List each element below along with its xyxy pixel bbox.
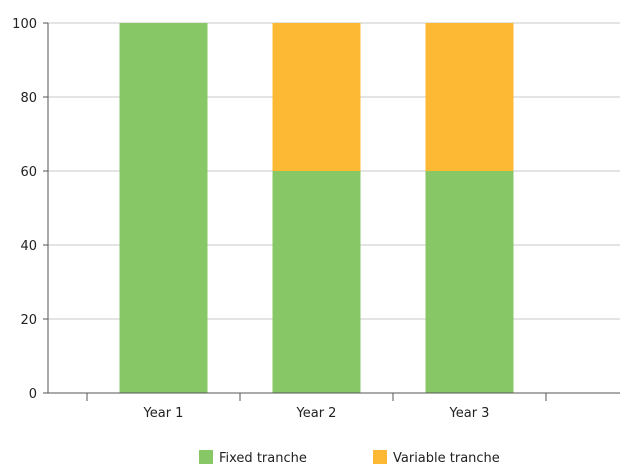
- y-tick-label: 80: [20, 91, 37, 106]
- x-tick-label: Year 3: [449, 406, 490, 421]
- y-tick-label: 60: [20, 165, 37, 180]
- bar-variable-tranche-year-2: [272, 23, 361, 171]
- legend: Fixed tranche Variable tranche: [199, 450, 500, 464]
- y-tick-label: 20: [20, 313, 37, 328]
- legend-swatch-fixed-tranche: [199, 450, 213, 464]
- legend-label: Variable tranche: [393, 451, 500, 464]
- bar-fixed-tranche-year-2: [272, 171, 361, 393]
- y-tick-label: 0: [29, 387, 37, 402]
- bars: [119, 23, 514, 393]
- y-tick-label: 40: [20, 239, 37, 254]
- bar-fixed-tranche-year-3: [425, 171, 514, 393]
- bar-variable-tranche-year-3: [425, 23, 514, 171]
- x-tick-label: Year 2: [296, 406, 337, 421]
- legend-swatch-variable-tranche: [373, 450, 387, 464]
- bar-fixed-tranche-year-1: [119, 23, 208, 393]
- axes: 0 20 40 60 80 100 Year 1 Year 2 Year 3: [12, 17, 620, 421]
- x-tick-label: Year 1: [143, 406, 184, 421]
- y-tick-label: 100: [12, 17, 37, 32]
- legend-label: Fixed tranche: [219, 451, 307, 464]
